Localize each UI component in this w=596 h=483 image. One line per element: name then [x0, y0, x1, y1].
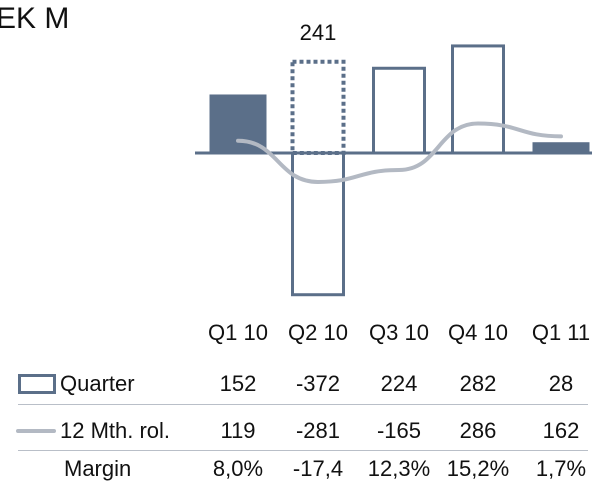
bar-q1-11: [532, 142, 590, 153]
bar-q2-10: [291, 151, 345, 297]
data-label: 241: [300, 20, 337, 45]
chart-title: EK M: [0, 2, 70, 35]
bar-q4-10: [451, 44, 505, 155]
bar-q3-10: [372, 66, 426, 155]
bar-dashed-q2-10: [290, 59, 346, 156]
